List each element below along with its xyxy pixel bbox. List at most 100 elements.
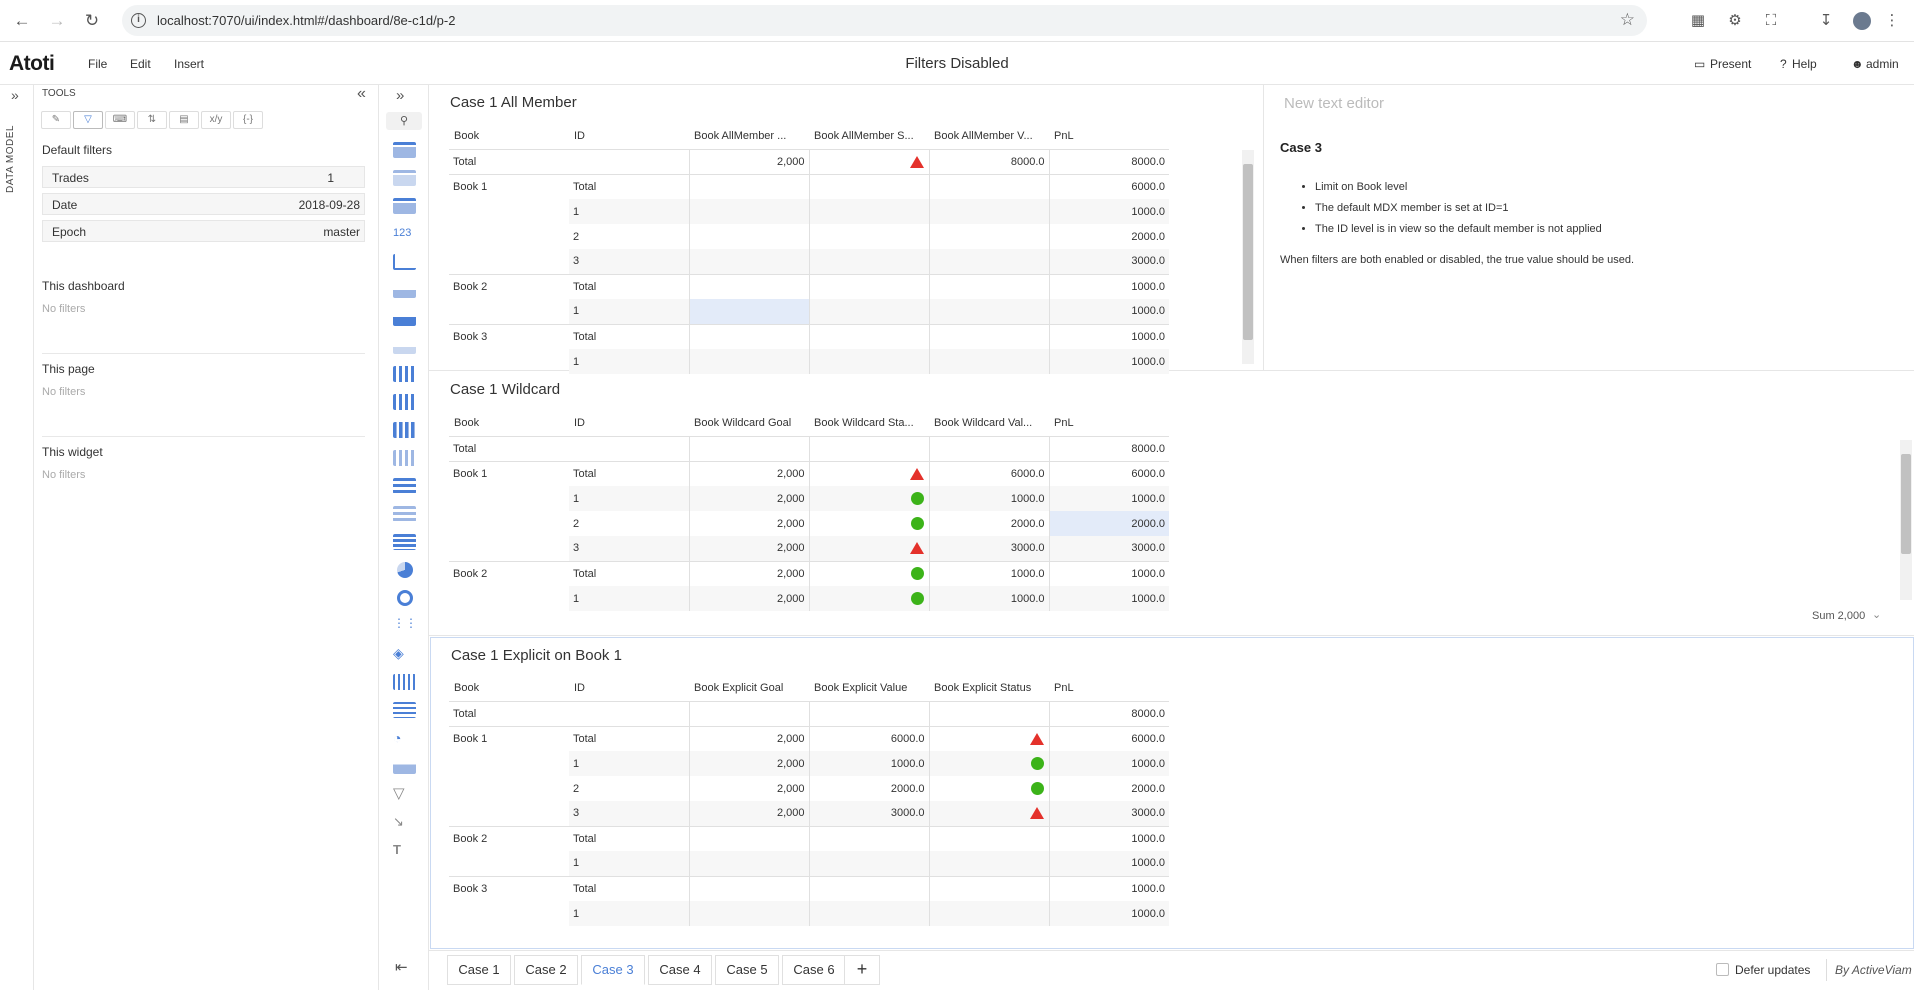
gauge-widget-icon[interactable]: ◔: [393, 730, 402, 746]
pnl-cell[interactable]: 8000.0: [1048, 700, 1169, 726]
status-cell[interactable]: [808, 273, 929, 299]
goal-cell[interactable]: 2,000: [688, 148, 809, 174]
filter-epoch[interactable]: Epoch master: [42, 220, 365, 242]
goal-cell[interactable]: 2,000: [688, 536, 809, 561]
column-header[interactable]: PnL: [1049, 675, 1169, 702]
val-cell[interactable]: 2000.0: [928, 511, 1049, 536]
table-row[interactable]: 2 2,000 2000.0 2000.0: [449, 776, 1169, 801]
table-row[interactable]: 1 2,000 1000.0 1000.0: [449, 486, 1169, 511]
code-icon[interactable]: ▤: [169, 111, 199, 129]
status-cell[interactable]: [928, 851, 1049, 876]
scrollbar[interactable]: [1900, 440, 1912, 600]
status-cell[interactable]: [928, 901, 1049, 926]
collapse-palette-icon[interactable]: ⇤: [395, 959, 408, 976]
pnl-cell[interactable]: 6000.0: [1048, 460, 1169, 486]
defer-updates-checkbox[interactable]: [1716, 963, 1729, 976]
goal-cell[interactable]: [688, 700, 809, 726]
table-row[interactable]: Total 8000.0: [449, 700, 1169, 726]
val-cell[interactable]: 1000.0: [808, 751, 929, 776]
column-header[interactable]: PnL: [1049, 410, 1169, 437]
pnl-cell[interactable]: 1000.0: [1048, 851, 1169, 876]
val-cell[interactable]: 3000.0: [928, 536, 1049, 561]
pnl-cell[interactable]: 1000.0: [1048, 486, 1169, 511]
pencil-icon[interactable]: ✎: [41, 111, 71, 129]
val-cell[interactable]: 1000.0: [928, 560, 1049, 586]
pnl-cell[interactable]: 1000.0: [1048, 199, 1169, 224]
extension-icon[interactable]: ▦: [1690, 12, 1706, 29]
bookmark-star-icon[interactable]: ☆: [1619, 10, 1635, 29]
bar-chart-widget-icon[interactable]: [393, 478, 416, 494]
table-row[interactable]: Book 1 Total 6000.0: [449, 173, 1169, 199]
val-cell[interactable]: [928, 224, 1049, 249]
table-row[interactable]: 1 2,000 1000.0 1000.0: [449, 586, 1169, 611]
status-cell[interactable]: [808, 323, 929, 349]
pnl-cell[interactable]: 1000.0: [1048, 349, 1169, 374]
donut-chart-widget-icon[interactable]: [397, 590, 413, 606]
table-row[interactable]: 1 1000.0: [449, 199, 1169, 224]
goal-cell[interactable]: 2,000: [688, 511, 809, 536]
val-cell[interactable]: [928, 249, 1049, 274]
filter-trades[interactable]: Trades 1: [42, 166, 365, 188]
table-row[interactable]: 3 2,000 3000.0 3000.0: [449, 801, 1169, 826]
table-row[interactable]: Book 2 Total 1000.0: [449, 825, 1169, 851]
add-page-button[interactable]: +: [844, 955, 880, 985]
status-cell[interactable]: [808, 511, 929, 536]
menu-edit[interactable]: Edit: [130, 57, 151, 71]
paint-roller-icon[interactable]: ⌨: [105, 111, 135, 129]
goal-cell[interactable]: 2,000: [688, 751, 809, 776]
goal-cell[interactable]: [688, 273, 809, 299]
val-cell[interactable]: 2000.0: [808, 776, 929, 801]
status-cell[interactable]: [928, 801, 1049, 826]
column-header[interactable]: PnL: [1049, 123, 1169, 150]
xy-icon[interactable]: x/y: [201, 111, 231, 129]
goal-cell[interactable]: [688, 299, 809, 324]
braces-icon[interactable]: {-}: [233, 111, 263, 129]
table-row[interactable]: Book 1 Total 2,000 6000.0 6000.0: [449, 460, 1169, 486]
table-row[interactable]: 1 1000.0: [449, 349, 1169, 374]
status-cell[interactable]: [928, 875, 1049, 901]
table-row[interactable]: 1 1000.0: [449, 299, 1169, 324]
status-cell[interactable]: [808, 299, 929, 324]
scrollbar[interactable]: [1242, 150, 1254, 364]
user-icon[interactable]: ☻: [1851, 57, 1864, 71]
present-icon[interactable]: ▭: [1694, 57, 1706, 71]
pivot-table-all-member[interactable]: Book ID Book AllMember ... Book AllMember S…: [449, 123, 1169, 374]
column-header[interactable]: Book: [449, 123, 569, 150]
goal-cell[interactable]: [688, 901, 809, 926]
table-row[interactable]: Book 3 Total 1000.0: [449, 323, 1169, 349]
goal-cell[interactable]: [688, 199, 809, 224]
table-row[interactable]: Total 2,000 8000.0 8000.0: [449, 148, 1169, 174]
goal-cell[interactable]: 2,000: [688, 586, 809, 611]
goal-cell[interactable]: 2,000: [688, 460, 809, 486]
bullet-chart-widget-icon[interactable]: [393, 702, 416, 718]
stacked-column-widget-icon[interactable]: [393, 422, 416, 438]
expand-widgets-icon[interactable]: »: [396, 87, 405, 104]
table-row[interactable]: Book 2 Total 1000.0: [449, 273, 1169, 299]
pivot-table-wildcard[interactable]: Book ID Book Wildcard Goal Book Wildcard St…: [449, 410, 1169, 611]
goal-cell[interactable]: [688, 224, 809, 249]
goal-cell[interactable]: [688, 323, 809, 349]
defer-updates-label[interactable]: Defer updates: [1735, 963, 1811, 977]
text-editor-widget[interactable]: New text editor Case 3 Limit on Book lev…: [1264, 85, 1914, 371]
goal-cell[interactable]: 2,000: [688, 725, 809, 751]
pie-chart-widget-icon[interactable]: [397, 562, 413, 578]
help-button[interactable]: Help: [1792, 57, 1817, 71]
chevron-down-icon[interactable]: ⌄: [1872, 609, 1882, 621]
val-cell[interactable]: [808, 700, 929, 726]
pnl-cell[interactable]: 1000.0: [1048, 901, 1169, 926]
table-widget-icon[interactable]: [393, 198, 416, 214]
expand-data-model-icon[interactable]: »: [11, 87, 19, 103]
column-header[interactable]: Book Wildcard Val...: [929, 410, 1049, 437]
column-header[interactable]: Book Explicit Value: [809, 675, 929, 702]
goal-cell[interactable]: [688, 851, 809, 876]
pnl-cell[interactable]: 1000.0: [1048, 751, 1169, 776]
pnl-cell[interactable]: 3000.0: [1048, 536, 1169, 561]
column-header[interactable]: Book Wildcard Sta...: [809, 410, 929, 437]
puzzle-icon[interactable]: ⛶: [1765, 12, 1777, 29]
status-cell[interactable]: [808, 435, 929, 461]
present-button[interactable]: Present: [1710, 57, 1752, 71]
val-cell[interactable]: 1000.0: [928, 586, 1049, 611]
waterfall-widget-icon[interactable]: [393, 674, 416, 690]
kpi-widget-icon[interactable]: 123: [393, 227, 412, 239]
column-header[interactable]: Book: [449, 675, 569, 702]
